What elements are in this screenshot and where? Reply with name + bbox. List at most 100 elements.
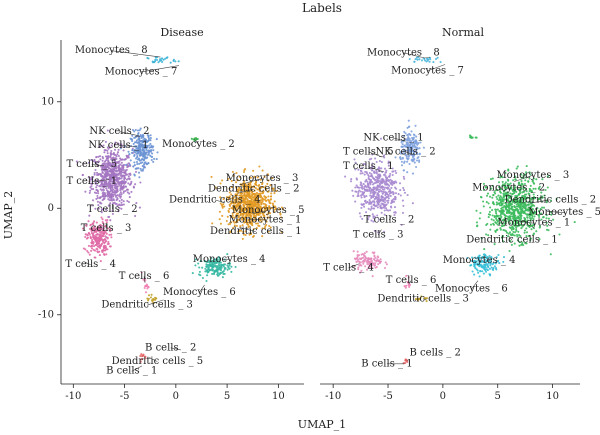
point-disease-c0 [119,195,122,198]
point-disease-c2 [142,158,145,161]
point-disease-c1 [104,238,107,241]
point-normal-c3 [519,211,522,214]
point-disease-c5 [169,61,172,64]
point-disease-c0 [91,204,94,207]
point-normal-c0 [391,173,394,177]
point-normal-c0 [376,184,379,187]
point-normal-c0 [353,158,356,161]
cluster-label: T cells _ 4 [323,262,374,273]
point-normal-c3 [479,211,482,215]
point-disease-c4 [230,270,233,273]
point-disease-c0 [109,173,112,176]
point-disease-c3 [265,220,268,223]
point-normal-c0 [363,185,366,188]
point-normal-c0 [393,206,397,209]
point-disease-c1 [88,253,91,256]
point-disease-c0 [104,194,107,197]
point-normal-c0 [382,200,385,203]
point-disease-c0 [92,188,95,191]
point-disease-c0 [111,194,114,197]
point-disease-c0 [97,160,100,163]
point-disease-c2 [152,145,155,148]
point-normal-c2 [415,159,419,162]
point-disease-c3 [225,219,228,223]
point-disease-c1 [100,232,103,235]
point-disease-c2 [133,136,136,139]
point-disease-c0 [87,161,91,164]
point-disease-c1 [104,240,107,243]
point-normal-c3 [497,194,500,197]
point-disease-c2 [155,158,158,161]
point-disease-c0 [104,140,107,143]
point-disease-c0 [118,206,121,210]
point-disease-c0 [106,168,109,171]
point-disease-c5 [154,58,157,61]
point-normal-c0 [369,192,372,195]
cluster-label: B cells _ 1 [361,358,412,369]
point-disease-c0 [104,172,107,175]
point-normal-c0 [372,195,375,198]
point-disease-c0 [105,189,109,192]
point-normal-c3 [490,218,493,221]
point-normal-c3 [487,216,490,219]
point-disease-c5 [158,59,161,62]
point-normal-c5 [432,61,435,64]
point-normal-c2 [400,164,404,167]
point-disease-c0 [101,155,104,158]
point-normal-c5 [418,58,421,61]
point-normal-c2 [405,157,408,160]
point-normal-c0 [368,187,371,190]
point-disease-c1 [106,218,109,222]
point-normal-c2 [407,157,410,160]
point-disease-c0 [101,192,104,195]
point-disease-c3 [265,188,268,191]
point-disease-c0 [128,196,131,199]
point-disease-c2 [140,158,143,161]
point-disease-c0 [105,208,108,211]
point-disease-c5 [177,60,180,63]
x-tick-label: -10 [65,391,81,402]
point-normal-c0 [377,190,381,193]
point-disease-c0 [117,154,120,158]
point-disease-c0 [112,166,115,169]
point-disease-c3 [260,201,263,204]
point-disease-c3 [267,179,270,182]
point-normal-c0 [403,177,406,180]
point-disease-c1 [98,239,101,242]
point-disease-c0 [99,174,102,177]
point-disease-c2 [128,153,131,156]
point-normal-c0 [366,182,369,185]
point-normal-c0 [394,211,397,214]
point-disease-c3 [227,210,230,214]
cluster-label: Monocytes _ 5 [528,207,600,218]
point-disease-c1 [104,229,107,232]
point-disease-c2 [146,153,150,156]
point-disease-c3 [233,211,236,214]
point-normal-c1 [362,254,366,257]
point-disease-c1 [109,230,112,233]
point-disease-c2 [140,143,143,146]
point-disease-c3 [273,210,276,213]
point-normal-c1 [359,258,363,261]
point-disease-c3 [211,222,214,225]
point-disease-c3 [232,226,235,229]
point-normal-c1 [377,260,380,263]
point-disease-c0 [105,177,108,180]
point-normal-c4 [490,266,493,269]
panel-disease: Monocytes _ 8 Monocytes _ 7 NK cells _ 2 NK… [38,40,304,402]
point-disease-c0 [98,155,102,158]
point-disease-c0 [101,159,104,162]
point-disease-c1 [107,242,110,245]
point-disease-c1 [110,233,113,236]
point-disease-c0 [120,201,123,204]
point-disease-c4 [197,273,201,276]
point-normal-c0 [391,183,394,186]
point-normal-c3 [519,206,522,209]
point-disease-c0 [120,143,123,146]
point-normal-c5 [428,60,431,63]
point-normal-c0 [373,187,376,190]
point-normal-c4 [485,268,488,271]
point-disease-c0 [101,166,104,169]
point-disease-c2 [131,128,135,132]
point-normal-c3 [485,201,488,204]
